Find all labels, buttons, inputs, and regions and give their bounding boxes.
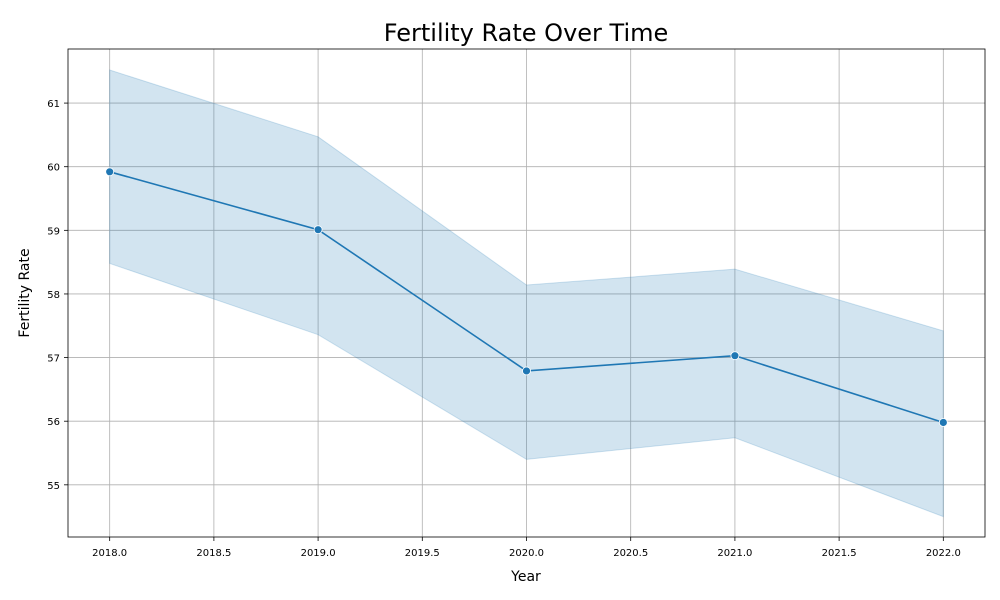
x-tick-label: 2019.5: [405, 548, 440, 559]
grid-lines: [68, 49, 985, 537]
data-points-group: [105, 167, 948, 427]
x-tick-label: 2022.0: [926, 548, 961, 559]
data-point: [938, 418, 948, 427]
x-tick-label: 2020.0: [509, 548, 544, 559]
y-tick-label: 55: [47, 481, 60, 492]
chart-title: Fertility Rate Over Time: [384, 19, 669, 47]
x-axis-label: Year: [510, 569, 541, 585]
x-tick-label: 2018.5: [196, 548, 231, 559]
x-tick-label: 2019.0: [301, 548, 336, 559]
y-tick-label: 57: [47, 354, 60, 365]
x-tick-label: 2021.0: [717, 548, 752, 559]
x-axis-ticks: 2018.0 2018.5 2019.0 2019.5 2020.0 2020.5 2021…: [92, 537, 961, 559]
data-point: [313, 225, 323, 235]
y-axis-ticks: 55 56 57 58 59 60 61: [47, 99, 68, 492]
x-tick-label: 2018.0: [92, 548, 127, 559]
x-tick-label: 2021.5: [822, 548, 857, 559]
y-tick-label: 59: [47, 226, 60, 237]
data-point: [730, 351, 740, 361]
y-axis-label: Fertility Rate: [17, 248, 33, 337]
confidence-band-group: [109, 69, 944, 518]
y-tick-label: 60: [47, 163, 60, 174]
data-point: [105, 167, 115, 177]
y-tick-label: 61: [47, 99, 60, 110]
x-tick-label: 2020.5: [613, 548, 648, 559]
y-tick-label: 56: [47, 417, 60, 428]
confidence-band: [109, 69, 944, 518]
data-point: [522, 366, 531, 376]
y-tick-label: 58: [47, 290, 60, 301]
